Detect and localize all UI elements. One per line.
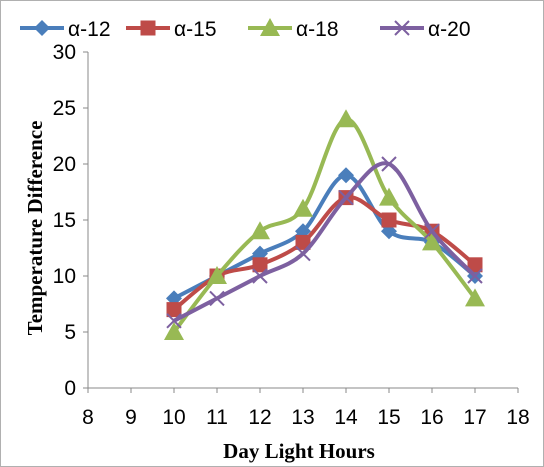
- data-point: [164, 322, 184, 340]
- data-point: [295, 234, 311, 250]
- y-tick-label: 30: [53, 41, 76, 64]
- y-tick-label: 15: [53, 209, 76, 232]
- data-point: [166, 302, 182, 318]
- y-axis-title: Temperature Difference: [23, 121, 47, 336]
- axes: 0 5 10 15 20 25 30 8 9 10 11 12 13 14 15 16 17 18: [53, 41, 530, 429]
- legend-marker: [34, 20, 50, 36]
- x-tick-label: 14: [334, 406, 358, 429]
- data-point: [379, 187, 399, 206]
- legend-label: α-15: [174, 18, 217, 41]
- data-point: [336, 109, 356, 128]
- data-point: [422, 232, 442, 251]
- series-line: [173, 161, 477, 323]
- data-point: [209, 290, 225, 307]
- x-tick-label: 16: [420, 406, 443, 429]
- legend-label: α-20: [428, 18, 471, 41]
- data-point: [338, 189, 354, 206]
- x-tick-label: 13: [291, 406, 314, 429]
- x-tick-label: 8: [82, 406, 94, 429]
- series-line: [172, 195, 477, 312]
- data-point: [252, 268, 268, 284]
- legend-label: α-12: [68, 18, 111, 41]
- x-tick-label: 12: [248, 406, 271, 429]
- data-point: [207, 266, 227, 284]
- y-tick-label: 20: [53, 153, 76, 176]
- data-point: [381, 156, 397, 172]
- legend-label: α-18: [296, 18, 339, 41]
- y-tick-label: 25: [53, 97, 76, 120]
- x-tick-label: 10: [162, 406, 185, 429]
- data-point: [465, 288, 485, 307]
- legend-marker: [260, 18, 280, 36]
- x-tick-label: 9: [125, 406, 137, 429]
- legend-marker: [394, 20, 410, 36]
- data-point: [295, 245, 311, 262]
- legend-marker: [140, 20, 156, 36]
- data-point: [381, 212, 397, 228]
- legend-item: α-12: [20, 18, 111, 41]
- data-point: [293, 198, 313, 217]
- y-tick-label: 10: [53, 265, 76, 288]
- legend-item: α-15: [126, 18, 217, 41]
- series-layer: [164, 109, 485, 340]
- x-axis-title: Day Light Hours: [223, 439, 375, 463]
- legend-item: α-20: [380, 18, 471, 41]
- x-tick-label: 17: [463, 406, 486, 429]
- x-tick-label: 18: [506, 406, 529, 429]
- x-tick-label: 15: [377, 406, 400, 429]
- y-tick-label: 0: [64, 377, 76, 400]
- y-tick-label: 5: [64, 321, 76, 344]
- data-point: [424, 223, 440, 239]
- data-point: [467, 268, 483, 284]
- data-point: [166, 313, 182, 329]
- legend: α-12 α-15 α-18 α-20: [20, 18, 471, 41]
- data-point: [467, 257, 483, 273]
- data-point: [250, 221, 270, 240]
- legend-item: α-18: [248, 18, 339, 41]
- data-point: [252, 257, 268, 273]
- y-axis-title-group: Temperature Difference: [23, 121, 47, 336]
- data-point: [338, 167, 354, 184]
- x-tick-label: 11: [206, 406, 228, 429]
- series-4: [166, 156, 483, 329]
